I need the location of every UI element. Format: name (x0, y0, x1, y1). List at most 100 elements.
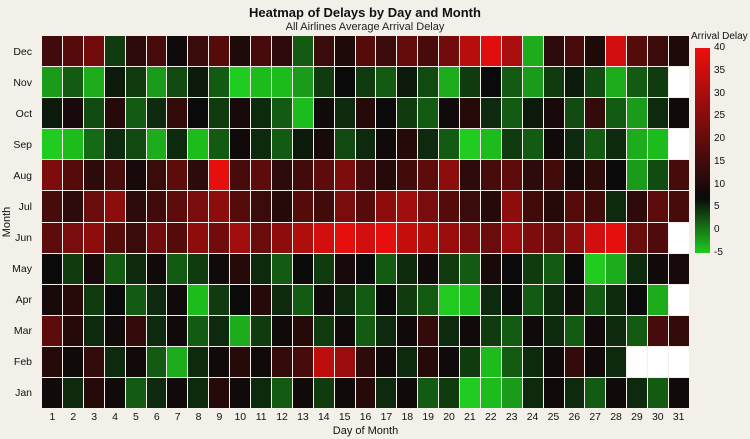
heatmap-cell (460, 98, 480, 129)
heatmap-cell (167, 98, 188, 129)
heatmap-cell (188, 284, 209, 315)
heatmap-cell (669, 346, 689, 377)
colorbar-tick-labels: 40 35 30 25 20 15 10 5 0 -5 (714, 42, 746, 258)
heatmap-cell (209, 315, 230, 346)
heatmap-cell (42, 160, 62, 191)
heatmap-cell (376, 284, 397, 315)
heatmap-cell (543, 222, 564, 253)
heatmap-cell (313, 377, 334, 408)
heatmap-cell (501, 191, 522, 222)
heatmap-cell (355, 377, 376, 408)
heatmap-cell (125, 346, 146, 377)
heatmap-cell (439, 222, 460, 253)
heatmap-cell (209, 284, 230, 315)
chart-title: Heatmap of Delays by Day and Month (249, 5, 481, 20)
heatmap-cell (376, 315, 397, 346)
x-tick-label: 22 (484, 411, 497, 423)
heatmap-cell (355, 36, 376, 67)
heatmap-cell (83, 222, 104, 253)
heatmap-cell (522, 284, 543, 315)
heatmap-cell (522, 377, 543, 408)
x-axis-tick-labels: 1 2 3 4 5 6 7 8 9 10 11 12 13 14 15 16 17 18 19 20 21 22 23 24 2… (42, 411, 689, 424)
heatmap-cell (251, 346, 271, 377)
heatmap-cell (397, 191, 418, 222)
heatmap-cell (292, 98, 313, 129)
heatmap-cell (501, 346, 522, 377)
x-tick-label: 6 (153, 411, 160, 423)
heatmap-cell (418, 315, 439, 346)
heatmap-cell (606, 377, 627, 408)
heatmap-cell (251, 36, 271, 67)
heatmap-cell (480, 253, 501, 284)
heatmap-cell (543, 377, 564, 408)
heatmap-cell (460, 346, 480, 377)
y-tick-label: Feb (13, 355, 32, 368)
heatmap-cell (564, 222, 585, 253)
heatmap-cell (292, 253, 313, 284)
colorbar-legend: Arrival Delay 40 35 30 25 20 15 10 5 0 -5 (691, 31, 750, 258)
heatmap-cell (397, 222, 418, 253)
heatmap-cell (669, 191, 689, 222)
heatmap-cell (501, 377, 522, 408)
heatmap-cell (627, 284, 648, 315)
heatmap-cell (480, 315, 501, 346)
heatmap-cell (585, 253, 606, 284)
heatmap-cell (230, 191, 251, 222)
heatmap-cell (104, 315, 125, 346)
heatmap-cell (83, 377, 104, 408)
heatmap-cell (230, 346, 251, 377)
heatmap-cell (564, 346, 585, 377)
heatmap-cell (627, 315, 648, 346)
heatmap-cell (418, 284, 439, 315)
heatmap-cell (397, 98, 418, 129)
heatmap-cell (543, 67, 564, 98)
heatmap-plot-area (42, 36, 689, 408)
y-tick-label: May (12, 262, 32, 275)
heatmap-cell (104, 98, 125, 129)
heatmap-cell (42, 377, 62, 408)
heatmap-cell (125, 253, 146, 284)
heatmap-cell (125, 377, 146, 408)
heatmap-cell (146, 315, 167, 346)
heatmap-cell (585, 129, 606, 160)
heatmap-cell (42, 253, 62, 284)
heatmap-cell (167, 346, 188, 377)
heatmap-cell (418, 160, 439, 191)
heatmap-cell (230, 36, 251, 67)
heatmap-cell (376, 253, 397, 284)
colorbar-tick-label: 30 (714, 87, 726, 99)
heatmap-cell (271, 160, 292, 191)
heatmap-cell (104, 284, 125, 315)
heatmap-cell (62, 346, 83, 377)
heatmap-cell (627, 67, 648, 98)
heatmap-cell (167, 67, 188, 98)
heatmap-cell (480, 36, 501, 67)
heatmap-cell (230, 253, 251, 284)
heatmap-cell (543, 253, 564, 284)
heatmap-cell (355, 67, 376, 98)
heatmap-cell (501, 253, 522, 284)
heatmap-cell (376, 191, 397, 222)
heatmap-cell (439, 315, 460, 346)
heatmap-cell (585, 377, 606, 408)
heatmap-cell (251, 67, 271, 98)
heatmap-cell (627, 377, 648, 408)
heatmap-cell (355, 98, 376, 129)
heatmap-cell (501, 129, 522, 160)
heatmap-cell (83, 36, 104, 67)
x-tick-label: 15 (338, 411, 351, 423)
heatmap-cell (251, 129, 271, 160)
heatmap-cell (209, 36, 230, 67)
heatmap-cell (501, 222, 522, 253)
heatmap-cell (62, 160, 83, 191)
heatmap-cell (397, 253, 418, 284)
heatmap-cell (83, 160, 104, 191)
heatmap-cell (669, 253, 689, 284)
heatmap-cell (334, 129, 355, 160)
heatmap-cell (522, 160, 543, 191)
heatmap-cell (62, 315, 83, 346)
heatmap-cell (648, 67, 669, 98)
heatmap-cell (585, 191, 606, 222)
heatmap-cell (522, 222, 543, 253)
heatmap-cell (669, 222, 689, 253)
